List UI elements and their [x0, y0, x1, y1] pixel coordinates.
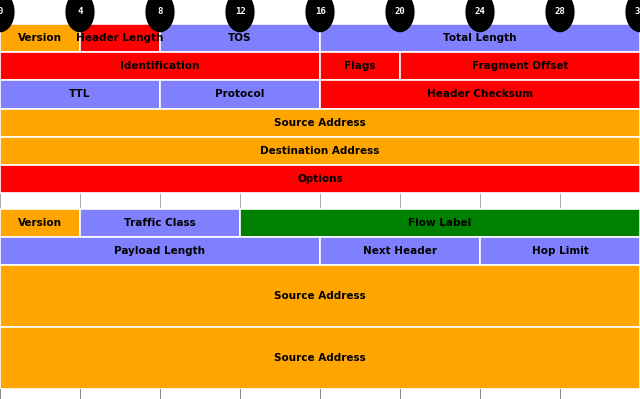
- Bar: [240, 209, 640, 237]
- Text: TOS: TOS: [228, 33, 252, 43]
- Bar: [160, 24, 320, 52]
- Bar: [0, 209, 80, 237]
- Text: 4: 4: [77, 8, 83, 16]
- Bar: [80, 209, 240, 237]
- Text: 12: 12: [235, 8, 245, 16]
- Circle shape: [226, 0, 254, 32]
- Bar: [0, 327, 640, 389]
- Text: Next Header: Next Header: [363, 246, 437, 256]
- Text: 0: 0: [0, 8, 3, 16]
- Text: Source Address: Source Address: [274, 118, 366, 128]
- Text: 28: 28: [555, 8, 565, 16]
- Text: Total Length: Total Length: [444, 33, 516, 43]
- Bar: [320, 52, 400, 80]
- Bar: [320, 80, 640, 109]
- Text: Options: Options: [297, 174, 343, 184]
- Circle shape: [466, 0, 494, 32]
- Bar: [0, 52, 320, 80]
- Bar: [0, 80, 160, 109]
- Bar: [320, 237, 480, 265]
- Bar: [80, 24, 160, 52]
- Text: Flow Label: Flow Label: [408, 218, 472, 228]
- Bar: [0, 237, 320, 265]
- Text: Version: Version: [18, 33, 62, 43]
- Circle shape: [626, 0, 640, 32]
- Text: Source Address: Source Address: [274, 291, 366, 301]
- Circle shape: [0, 0, 14, 32]
- Bar: [160, 80, 320, 109]
- Text: 24: 24: [475, 8, 485, 16]
- Text: Flags: Flags: [344, 61, 376, 71]
- Text: 32: 32: [635, 8, 640, 16]
- Text: Version: Version: [18, 218, 62, 228]
- Text: Header Length: Header Length: [76, 33, 164, 43]
- Text: Fragment Offset: Fragment Offset: [472, 61, 568, 71]
- Bar: [320, 24, 640, 52]
- Text: TTL: TTL: [69, 89, 91, 99]
- Text: Traffic Class: Traffic Class: [124, 218, 196, 228]
- Bar: [0, 24, 80, 52]
- Text: 8: 8: [157, 8, 163, 16]
- Bar: [400, 52, 640, 80]
- Bar: [0, 265, 640, 327]
- Bar: [0, 109, 640, 137]
- Circle shape: [306, 0, 334, 32]
- Bar: [0, 165, 640, 193]
- Circle shape: [66, 0, 94, 32]
- Bar: [0, 137, 640, 165]
- Text: 20: 20: [395, 8, 405, 16]
- Text: 16: 16: [315, 8, 325, 16]
- Text: Source Address: Source Address: [274, 353, 366, 363]
- Text: Hop Limit: Hop Limit: [532, 246, 588, 256]
- Text: Protocol: Protocol: [215, 89, 265, 99]
- Text: Payload Length: Payload Length: [115, 246, 205, 256]
- Text: Destination Address: Destination Address: [260, 146, 380, 156]
- Circle shape: [546, 0, 574, 32]
- Text: Header Checksum: Header Checksum: [427, 89, 533, 99]
- Circle shape: [386, 0, 414, 32]
- Circle shape: [146, 0, 174, 32]
- Text: Identification: Identification: [120, 61, 200, 71]
- Bar: [480, 237, 640, 265]
